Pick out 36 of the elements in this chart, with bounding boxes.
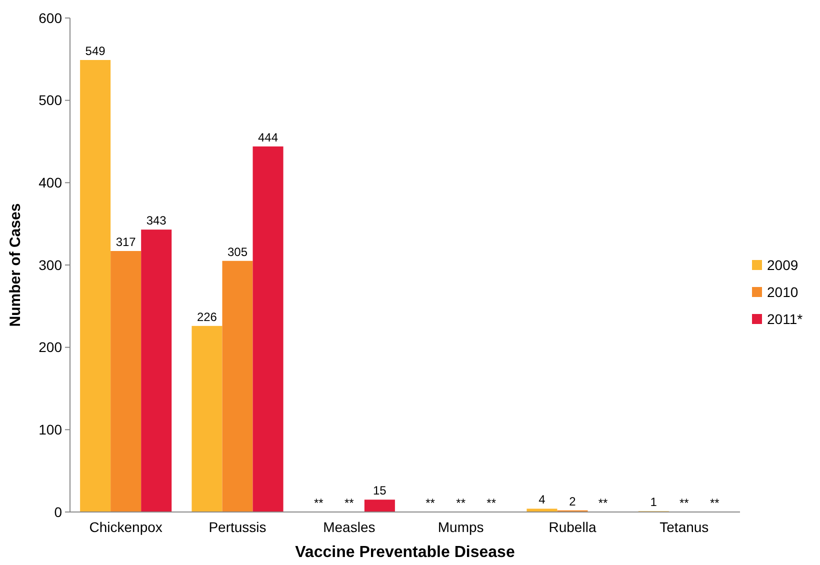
legend-label: 2011* — [767, 310, 804, 327]
x-tick-label: Chickenpox — [89, 519, 162, 535]
y-tick-label: 100 — [38, 422, 62, 438]
y-tick-label: 400 — [38, 174, 62, 191]
text: ** — [679, 496, 689, 510]
data-label: 549 — [85, 44, 106, 58]
x-tick-label: Tetanus — [660, 519, 709, 535]
data-label: 2 — [569, 494, 576, 508]
text: ** — [710, 496, 720, 510]
x-tick-label: Rubella — [548, 519, 596, 535]
text: ** — [314, 496, 324, 510]
data-label: 226 — [196, 310, 218, 324]
y-axis-title: Number of Cases — [7, 203, 24, 327]
y-tick-label: 500 — [38, 92, 62, 108]
data-label: 343 — [146, 214, 167, 228]
text: ** — [598, 496, 608, 510]
legend-label: 2009 — [767, 256, 798, 273]
y-tick-label: 300 — [38, 256, 62, 273]
y-tick-label: 0 — [54, 504, 62, 520]
y-tick-label: 600 — [38, 10, 62, 26]
data-label: 317 — [116, 235, 136, 250]
y-tick-label: 200 — [38, 339, 62, 356]
data-label: 4 — [538, 492, 546, 507]
text: ** — [456, 496, 466, 510]
data-label: 15 — [373, 484, 387, 498]
legend-label: 2010 — [767, 284, 798, 300]
data-label: 444 — [258, 130, 278, 144]
x-tick-label: Mumps — [438, 519, 484, 535]
text: ** — [486, 496, 496, 510]
data-label: 1 — [650, 495, 658, 510]
x-tick-label: Pertussis — [208, 519, 266, 535]
data-label: 305 — [227, 244, 248, 259]
x-tick-label: Measles — [323, 519, 376, 535]
text: ** — [426, 496, 435, 510]
x-axis-title: Vaccine Preventable Disease — [295, 544, 515, 561]
text: ** — [344, 496, 354, 510]
